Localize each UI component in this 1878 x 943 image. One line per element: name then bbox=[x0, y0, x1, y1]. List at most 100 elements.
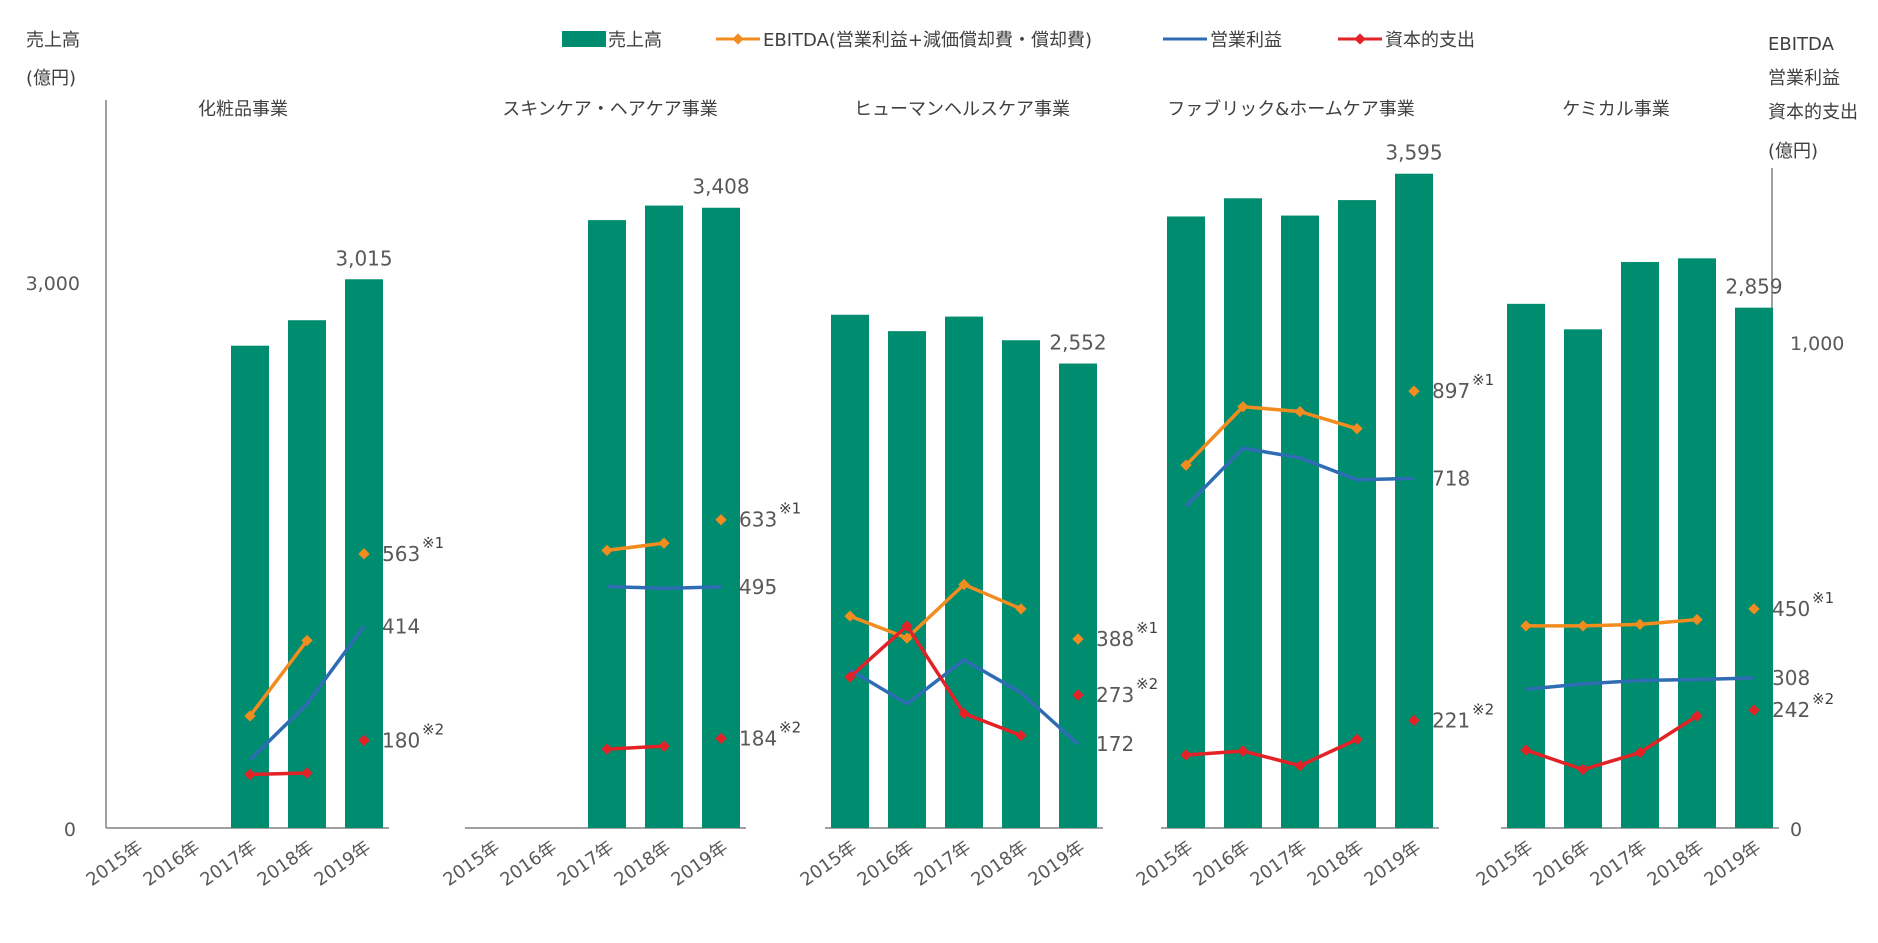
capex-marker bbox=[1351, 733, 1363, 746]
sales-bar bbox=[888, 331, 926, 828]
capex-marker bbox=[1237, 745, 1249, 757]
ebitda-marker bbox=[1748, 603, 1760, 615]
x-tick-label: 2019年 bbox=[311, 837, 375, 891]
ebitda-line bbox=[1526, 617, 1698, 628]
x-tick-label: 2018年 bbox=[968, 837, 1032, 891]
left-axis-title: 売上高 (億円) bbox=[26, 30, 80, 89]
legend-marker-capex bbox=[1354, 33, 1366, 45]
sales-value-label: 3,595 bbox=[1385, 141, 1442, 165]
ebitda-note: ※1 bbox=[422, 534, 444, 552]
capex-marker bbox=[958, 707, 970, 720]
capex-marker bbox=[358, 734, 370, 746]
x-tick-label: 2016年 bbox=[1190, 837, 1254, 891]
x-tick-label: 2016年 bbox=[140, 837, 204, 891]
sales-value-label: 3,408 bbox=[692, 175, 749, 199]
ebitda-marker bbox=[1294, 405, 1306, 418]
capex-note: ※2 bbox=[422, 720, 444, 738]
sales-value-label: 2,859 bbox=[1725, 275, 1782, 299]
right-axis-title-line: 営業利益 bbox=[1768, 68, 1840, 89]
capex-line bbox=[1185, 737, 1358, 768]
sales-bar bbox=[288, 320, 326, 828]
capex-value-label: 180 bbox=[382, 728, 420, 752]
legend-label-operating-income: 営業利益 bbox=[1210, 30, 1282, 51]
operating-income-line bbox=[1184, 446, 1415, 508]
x-tick-label: 2016年 bbox=[854, 837, 918, 891]
ebitda-marker bbox=[1634, 618, 1646, 631]
sales-bar bbox=[1678, 258, 1716, 829]
capex-value-label: 273 bbox=[1096, 683, 1134, 707]
x-tick-label: 2018年 bbox=[1304, 837, 1368, 891]
x-tick-label: 2015年 bbox=[1473, 837, 1537, 891]
capex-line bbox=[606, 744, 665, 751]
operating-income-value-label: 414 bbox=[382, 614, 420, 638]
legend-label-ebitda: EBITDA(営業利益+減価償却費・償却費) bbox=[763, 30, 1092, 51]
ebitda-value-label: 563 bbox=[382, 542, 420, 566]
sales-bar bbox=[1167, 216, 1205, 829]
sales-bar bbox=[1338, 200, 1376, 829]
x-tick-label: 2017年 bbox=[911, 837, 975, 891]
capex-marker bbox=[1520, 744, 1532, 756]
capex-marker bbox=[715, 732, 727, 745]
ebitda-value-label: 450 bbox=[1772, 597, 1810, 621]
x-tick-label: 2018年 bbox=[1644, 837, 1708, 891]
sales-bar bbox=[1224, 198, 1262, 828]
ebitda-marker bbox=[244, 710, 256, 722]
ebitda-marker bbox=[844, 610, 856, 622]
panel-2: スキンケア・ヘアケア事業 3,408 633 ※1 495 184 ※2 2015年2016年… bbox=[440, 99, 802, 891]
sales-value-label: 2,552 bbox=[1049, 331, 1106, 355]
operating-income-line bbox=[606, 584, 722, 591]
capex-line bbox=[1525, 714, 1698, 772]
operating-income-line bbox=[248, 625, 366, 762]
capex-marker bbox=[844, 671, 856, 683]
capex-value-label: 221 bbox=[1432, 708, 1470, 732]
ebitda-marker bbox=[1408, 385, 1420, 397]
sales-bar bbox=[1395, 173, 1433, 828]
ebitda-note: ※1 bbox=[1136, 619, 1158, 637]
operating-income-value-label: 718 bbox=[1432, 466, 1470, 490]
capex-marker bbox=[658, 740, 670, 752]
sales-bar bbox=[1281, 215, 1319, 828]
ebitda-marker bbox=[1072, 633, 1084, 645]
legend-swatch-sales bbox=[562, 31, 606, 47]
right-axis-title-line: (億円) bbox=[1768, 141, 1818, 162]
sales-bar bbox=[831, 314, 869, 828]
capex-marker bbox=[301, 767, 313, 779]
ebitda-line bbox=[1184, 404, 1358, 467]
sales-bar bbox=[1507, 303, 1545, 829]
ebitda-marker bbox=[358, 548, 370, 560]
operating-income-value-label: 495 bbox=[739, 575, 777, 599]
left-axis-tick-label: 3,000 bbox=[26, 273, 80, 295]
sales-value-label: 3,015 bbox=[335, 246, 392, 270]
capex-marker bbox=[1294, 760, 1306, 772]
capex-marker bbox=[1634, 746, 1646, 759]
capex-note: ※2 bbox=[1472, 700, 1494, 718]
capex-marker bbox=[1180, 749, 1192, 761]
x-tick-label: 2019年 bbox=[1025, 837, 1089, 891]
sales-bar bbox=[1059, 363, 1097, 828]
capex-value-label: 242 bbox=[1772, 698, 1810, 722]
x-tick-label: 2017年 bbox=[1247, 837, 1311, 891]
left-axis-title-line: 売上高 bbox=[26, 30, 80, 51]
x-tick-label: 2015年 bbox=[440, 837, 504, 891]
ebitda-value-label: 633 bbox=[739, 508, 777, 532]
operating-income-value-label: 172 bbox=[1096, 732, 1134, 756]
x-tick-label: 2017年 bbox=[1587, 837, 1651, 891]
ebitda-note: ※1 bbox=[1812, 589, 1834, 607]
legend-label-capex: 資本的支出 bbox=[1385, 30, 1475, 51]
ebitda-note: ※1 bbox=[1472, 371, 1494, 389]
ebitda-marker bbox=[1577, 620, 1589, 632]
x-tick-label: 2019年 bbox=[1701, 837, 1765, 891]
capex-marker bbox=[1015, 729, 1027, 742]
right-axis-tick-label: 1,000 bbox=[1790, 333, 1844, 355]
ebitda-marker bbox=[1351, 423, 1363, 435]
capex-line bbox=[848, 623, 1022, 738]
capex-marker bbox=[1691, 710, 1703, 722]
capex-note: ※2 bbox=[779, 718, 801, 736]
operating-income-value-label: 308 bbox=[1772, 666, 1810, 690]
right-axis-tick-label: 0 bbox=[1790, 819, 1802, 841]
